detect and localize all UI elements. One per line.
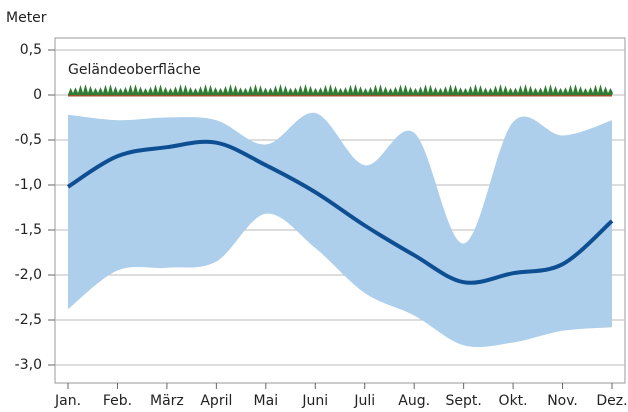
x-tick-label: April <box>200 393 232 409</box>
x-tick-label: Juli <box>353 393 375 409</box>
x-tick-label: Aug. <box>398 393 430 409</box>
x-tick-label: Nov. <box>547 393 578 409</box>
y-tick-label: 0 <box>33 87 42 103</box>
x-tick-label: Mai <box>254 393 279 409</box>
y-tick-label: -2,0 <box>15 267 42 283</box>
x-tick-label: Feb. <box>103 393 132 409</box>
y-tick-label: -1,5 <box>15 222 42 238</box>
x-tick-label: Sept. <box>445 393 481 409</box>
y-tick-label: -3,0 <box>15 357 42 373</box>
y-tick-label: -0,5 <box>15 132 42 148</box>
ground-trees <box>68 84 613 95</box>
x-tick-label: März <box>150 393 184 409</box>
y-axis-label: Meter <box>6 10 47 26</box>
y-tick-label: -1,0 <box>15 177 42 193</box>
annotation: Geländeoberfläche <box>68 62 201 78</box>
y-tick-label: -2,5 <box>15 312 42 328</box>
x-tick-label: Dez. <box>596 393 627 409</box>
y-tick-label: 0,5 <box>20 42 42 58</box>
chart: Meter Geländeoberfläche 0,5 0 -0,5 -1,0 -1,5… <box>0 0 628 412</box>
x-tick-label: Juni <box>301 393 328 409</box>
x-tick-label: Okt. <box>499 393 528 409</box>
x-tick-label: Jan. <box>54 393 81 409</box>
